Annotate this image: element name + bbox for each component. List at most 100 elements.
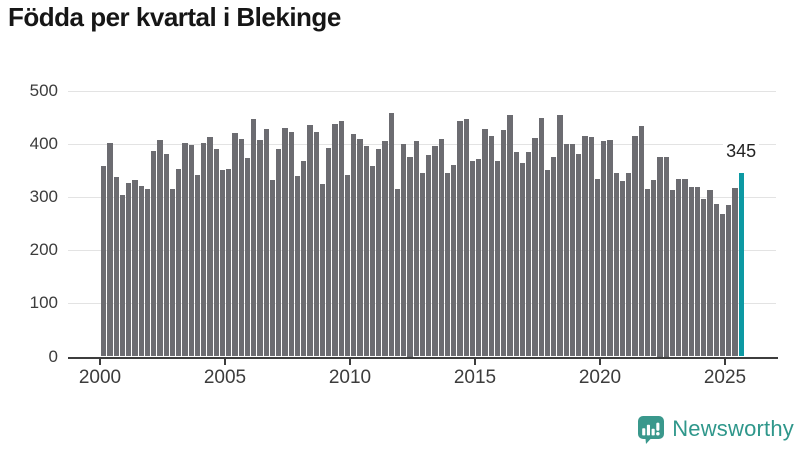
logo-exclamation-stem bbox=[656, 422, 660, 431]
bar-2004-q2 bbox=[207, 137, 213, 357]
bar-2015-q3 bbox=[488, 136, 494, 357]
bar-2015-q4 bbox=[494, 161, 501, 357]
logo-bar-small bbox=[642, 427, 646, 435]
bar-2011-q2 bbox=[382, 140, 388, 357]
bar-2017-q2 bbox=[532, 137, 538, 357]
bar-2024-q1 bbox=[701, 199, 707, 357]
bar-2021-q3 bbox=[638, 126, 644, 357]
x-tick-2005 bbox=[224, 358, 226, 365]
bar-2009-q1 bbox=[326, 147, 332, 357]
bar-2003-q2 bbox=[182, 143, 188, 357]
y-tick-label-100: 100 bbox=[29, 293, 58, 313]
bar-2010-q3 bbox=[363, 146, 369, 357]
bar-2007-q2 bbox=[282, 128, 288, 357]
bar-2013-q2 bbox=[432, 146, 438, 357]
bar-2019-q2 bbox=[582, 136, 588, 357]
bar-2008-q1 bbox=[301, 161, 307, 357]
bar-2001-q4 bbox=[144, 189, 151, 357]
bar-2022-q3 bbox=[663, 157, 669, 357]
bar-2018-q1 bbox=[551, 156, 557, 357]
bar-2021-q4 bbox=[644, 189, 651, 357]
brand-name: Newsworthy bbox=[672, 416, 794, 441]
bar-2000-q1 bbox=[101, 165, 107, 357]
bar-2016-q3 bbox=[513, 152, 519, 357]
bar-2011-q3 bbox=[388, 113, 394, 357]
bar-2002-q1 bbox=[151, 151, 157, 357]
bar-2018-q2 bbox=[557, 115, 563, 357]
bar-2017-q4 bbox=[544, 170, 551, 357]
bar-2019-q4 bbox=[594, 178, 601, 357]
bar-2024-q3 bbox=[713, 203, 719, 357]
bar-2018-q3 bbox=[563, 144, 569, 357]
bar-2010-q2 bbox=[357, 138, 363, 357]
logo-exclamation-dot bbox=[656, 431, 660, 435]
bar-2005-q4 bbox=[244, 157, 251, 357]
bar-2004-q3 bbox=[213, 149, 219, 357]
bar-2012-q3 bbox=[413, 140, 419, 357]
bar-2011-q1 bbox=[376, 148, 382, 357]
bar-2014-q4 bbox=[469, 161, 476, 357]
bar-2014-q2 bbox=[457, 120, 463, 357]
bar-2019-q1 bbox=[576, 154, 582, 357]
x-tick-2025 bbox=[724, 358, 726, 365]
bar-2009-q2 bbox=[332, 123, 338, 357]
bar-2014-q1 bbox=[451, 165, 457, 357]
bar-2015-q1 bbox=[476, 159, 482, 357]
brand-footer: Newsworthy bbox=[636, 412, 794, 446]
bar-2024-q2 bbox=[707, 190, 713, 357]
gridline-400 bbox=[68, 144, 776, 146]
bar-2005-q2 bbox=[232, 132, 238, 357]
x-tick-2020 bbox=[599, 358, 601, 365]
bar-2008-q2 bbox=[307, 124, 313, 357]
bar-2025-q2 bbox=[732, 188, 738, 357]
bar-2021-q2 bbox=[632, 136, 638, 357]
bar-2020-q3 bbox=[613, 173, 619, 357]
newsworthy-logo-icon bbox=[638, 415, 665, 444]
y-tick-label-300: 300 bbox=[29, 187, 58, 207]
bar-2008-q3 bbox=[313, 132, 319, 357]
bar-2017-q1 bbox=[526, 152, 532, 357]
bar-2007-q1 bbox=[276, 149, 282, 357]
x-tick-2015 bbox=[474, 358, 476, 365]
x-tick-label-2015: 2015 bbox=[453, 366, 497, 388]
bar-2001-q1 bbox=[126, 182, 132, 357]
bar-2006-q2 bbox=[257, 139, 263, 357]
bar-2003-q1 bbox=[176, 169, 182, 357]
bar-2015-q2 bbox=[482, 128, 488, 357]
bar-2005-q3 bbox=[238, 138, 244, 357]
bar-2018-q4 bbox=[569, 143, 576, 357]
bar-2000-q3 bbox=[113, 177, 119, 357]
bar-2007-q3 bbox=[288, 131, 294, 357]
bar-2008-q4 bbox=[319, 183, 326, 357]
bar-2024-q4 bbox=[719, 214, 726, 357]
bar-2017-q3 bbox=[538, 118, 544, 357]
bar-2014-q3 bbox=[463, 118, 469, 357]
x-tick-2000 bbox=[99, 358, 101, 365]
bar-2023-q1 bbox=[676, 179, 682, 357]
bar-2022-q1 bbox=[651, 179, 657, 357]
bar-2002-q2 bbox=[157, 140, 163, 357]
bar-2023-q3 bbox=[688, 187, 694, 357]
bar-2012-q2 bbox=[407, 157, 413, 357]
bar-2020-q1 bbox=[601, 140, 607, 357]
x-tick-label-2020: 2020 bbox=[578, 366, 622, 388]
bar-2009-q3 bbox=[338, 121, 344, 357]
y-tick-label-400: 400 bbox=[29, 134, 58, 154]
bar-2002-q4 bbox=[169, 188, 176, 357]
bar-highlight-2025-q3 bbox=[738, 173, 744, 357]
x-tick-2010 bbox=[349, 358, 351, 365]
bar-2016-q2 bbox=[507, 115, 513, 357]
x-tick-label-2025: 2025 bbox=[703, 366, 747, 388]
bar-2004-q1 bbox=[201, 143, 207, 357]
gridline-500 bbox=[68, 91, 776, 92]
bar-2005-q1 bbox=[226, 168, 232, 357]
bar-2003-q4 bbox=[194, 174, 201, 357]
bar-2016-q1 bbox=[501, 129, 507, 357]
bar-2013-q1 bbox=[426, 155, 432, 357]
bar-2003-q3 bbox=[188, 144, 194, 357]
bar-2006-q3 bbox=[263, 129, 269, 357]
bar-2009-q4 bbox=[344, 174, 351, 357]
bar-2010-q4 bbox=[369, 165, 376, 357]
bar-2020-q2 bbox=[607, 139, 613, 357]
